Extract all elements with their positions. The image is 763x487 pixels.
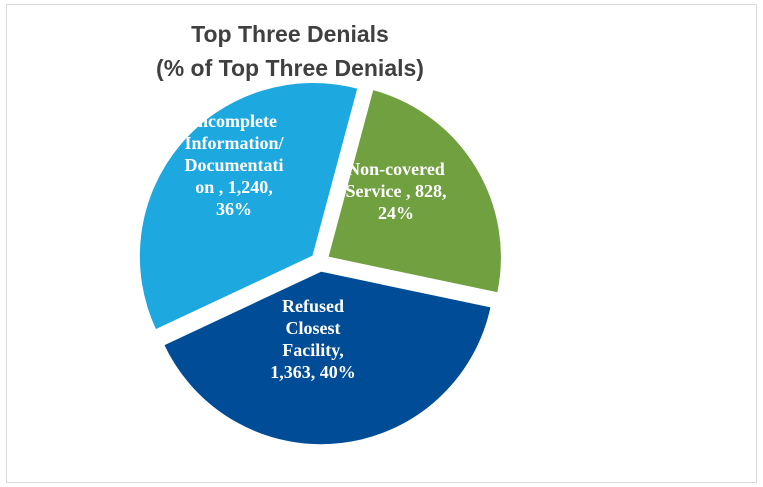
pie-slice-1 [326,88,503,294]
pie-slice-2 [162,270,493,446]
slice-label-2: Refused Closest Facility, 1,363, 40% [270,296,356,382]
pie-slice-3 [138,81,360,332]
chart-subtitle: (% of Top Three Denials) [156,55,424,81]
slice-label-3: Incomplete Information/Documentati on , 1,… [185,111,285,219]
slice-label-1: Non-covered Service , 828, 24% [346,159,447,223]
chart-title: Top Three Denials [191,21,389,47]
